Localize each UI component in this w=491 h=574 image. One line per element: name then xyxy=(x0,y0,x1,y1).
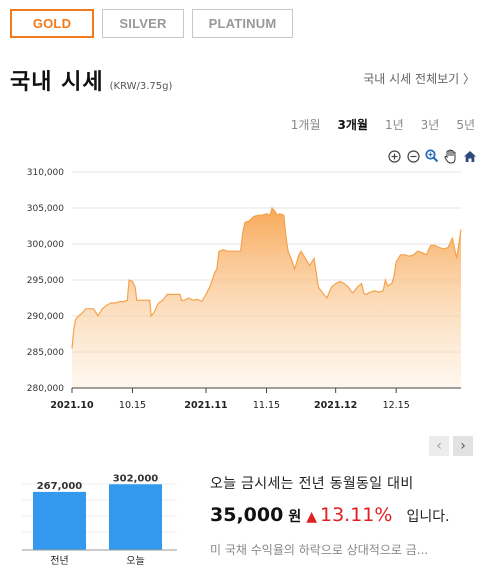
year-compare-bar-chart: 267,000 전년 302,000 오늘 xyxy=(22,473,177,567)
x-tick-label: 10.15 xyxy=(119,400,146,411)
home-icon[interactable] xyxy=(463,149,477,163)
period-1y[interactable]: 1년 xyxy=(384,118,404,132)
tab-gold[interactable]: GOLD xyxy=(10,9,94,38)
chart-nav: ‹ › xyxy=(429,436,473,456)
bar-value-label: 267,000 xyxy=(37,481,83,492)
x-tick-label: 2021.12 xyxy=(314,400,357,411)
y-tick-label: 280,000 xyxy=(27,384,64,394)
zoom-in-icon[interactable] xyxy=(387,149,401,163)
price-summary: 오늘 금시세는 전년 동월동일 대비 35,000 원 ▲ 13.11% 입니다… xyxy=(210,473,480,558)
currency-label: 원 xyxy=(288,509,302,525)
prev-arrow-icon[interactable]: ‹ xyxy=(429,436,449,456)
bar-value-label: 302,000 xyxy=(113,473,159,484)
zoom-out-icon[interactable] xyxy=(406,149,420,163)
next-arrow-icon[interactable]: › xyxy=(453,436,473,456)
period-1m[interactable]: 1개월 xyxy=(290,118,321,132)
news-snippet[interactable]: 미 국채 수익율의 하락으로 상대적으로 금... xyxy=(210,543,429,557)
y-tick-label: 285,000 xyxy=(27,348,64,358)
period-3m[interactable]: 3개월 xyxy=(337,118,368,132)
period-3y[interactable]: 3년 xyxy=(420,118,440,132)
y-tick-label: 305,000 xyxy=(27,204,64,214)
y-tick-label: 310,000 xyxy=(27,168,64,178)
bar-category-label: 오늘 xyxy=(126,555,144,567)
tab-platinum[interactable]: PLATINUM xyxy=(192,9,293,38)
change-percent: 13.11% xyxy=(320,504,393,526)
summary-suffix: 입니다. xyxy=(406,509,450,525)
x-tick-label: 12.15 xyxy=(383,400,410,411)
section-header: 국내 시세 (KRW/3.75g) xyxy=(10,64,172,96)
bar-today xyxy=(109,484,162,550)
magnify-icon[interactable] xyxy=(425,149,439,163)
summary-change: 35,000 원 ▲ 13.11% 입니다. xyxy=(210,504,480,526)
unit-label: (KRW/3.75g) xyxy=(109,81,173,92)
x-tick-label: 2021.10 xyxy=(50,400,94,411)
x-tick-label: 2021.11 xyxy=(184,400,227,411)
metal-tabs: GOLD SILVER PLATINUM xyxy=(10,9,293,38)
y-tick-label: 300,000 xyxy=(27,240,64,250)
chart-toolbar xyxy=(387,148,477,164)
y-tick-label: 295,000 xyxy=(27,276,64,286)
x-tick-label: 11.15 xyxy=(253,400,280,411)
tab-silver[interactable]: SILVER xyxy=(102,9,184,38)
y-tick-label: 290,000 xyxy=(27,312,64,322)
period-selector: 1개월 3개월 1년 3년 5년 xyxy=(291,116,475,133)
view-all-link[interactable]: 국내 시세 전체보기 〉 xyxy=(363,72,475,86)
pan-hand-icon[interactable] xyxy=(444,148,458,164)
price-series-line[interactable] xyxy=(71,206,462,349)
bar-category-label: 전년 xyxy=(50,555,68,567)
price-area-chart: 310,000 305,000 300,000 295,000 290,000 285,0… xyxy=(27,168,462,411)
change-amount: 35,000 xyxy=(210,504,284,526)
bar-last-year xyxy=(33,491,86,550)
summary-intro: 오늘 금시세는 전년 동월동일 대비 xyxy=(210,476,414,492)
price-area-fill xyxy=(72,208,461,388)
period-5y[interactable]: 5년 xyxy=(456,118,475,132)
up-arrow-icon: ▲ xyxy=(306,509,317,525)
page-title: 국내 시세 xyxy=(10,70,104,95)
